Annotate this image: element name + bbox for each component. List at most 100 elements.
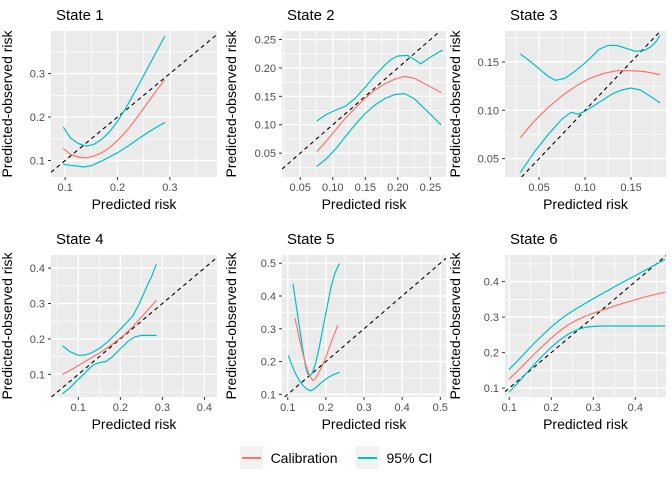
y-tick-label: 0.5 bbox=[261, 258, 276, 270]
x-tick-label: 0.20 bbox=[387, 182, 408, 194]
x-tick-label: 0.4 bbox=[197, 402, 212, 414]
ci-lower-line bbox=[287, 355, 340, 392]
x-tick-label: 0.2 bbox=[110, 182, 125, 194]
subplot-title: State 4 bbox=[56, 231, 104, 248]
subplot-title: State 6 bbox=[510, 231, 558, 248]
x-tick-label: 0.05 bbox=[528, 182, 549, 194]
x-tick-label: 0.15 bbox=[620, 182, 641, 194]
x-tick-label: 0.2 bbox=[544, 402, 559, 414]
subplot-state-3: 0.05 0.10 0.15 0.05 0.10 0.15 State 3 Predicted… bbox=[447, 0, 672, 225]
y-tick-label: 0.05 bbox=[255, 148, 276, 160]
state-6-chart: 0.1 0.2 0.3 0.4 0.1 0.2 0.3 0.4 State 6 Predicted… bbox=[447, 231, 666, 432]
y-tick-label: 0.1 bbox=[30, 155, 45, 167]
ci-lower-line bbox=[316, 92, 442, 167]
subplot-state-1: 0.1 0.2 0.3 0.1 0.2 0.3 State 1 Predicted risk P… bbox=[0, 0, 224, 225]
subplot-title: State 2 bbox=[287, 7, 335, 24]
calibration-line bbox=[508, 291, 666, 380]
legend-label-calibration: Calibration bbox=[270, 449, 338, 466]
ci-line-sample bbox=[357, 456, 377, 459]
legend-item-ci: 95% CI bbox=[355, 446, 433, 469]
y-axis-title: Predicted-observed risk bbox=[224, 29, 239, 177]
y-tick-label: 0.1 bbox=[261, 389, 276, 401]
ci-lower-line bbox=[62, 334, 157, 395]
ci-upper-line bbox=[62, 263, 157, 356]
calibration-line bbox=[294, 317, 339, 381]
identity-line bbox=[284, 257, 446, 397]
subplot-title: State 3 bbox=[510, 7, 558, 24]
legend-label-ci: 95% CI bbox=[386, 449, 433, 466]
subplot-state-6: 0.1 0.2 0.3 0.4 0.1 0.2 0.3 0.4 State 6 Predicted… bbox=[447, 220, 672, 440]
legend-item-calibration: Calibration bbox=[239, 446, 338, 469]
x-axis-title: Predicted risk bbox=[543, 196, 629, 212]
state-5-chart: 0.1 0.2 0.3 0.4 0.5 0.1 0.2 0.3 0.4 0.5 State 5 Pre… bbox=[223, 231, 448, 432]
state-3-chart: 0.05 0.10 0.15 0.05 0.10 0.15 State 3 Predicted… bbox=[447, 7, 666, 212]
identity-line bbox=[505, 255, 666, 393]
y-tick-label: 0.3 bbox=[261, 324, 276, 336]
y-tick-label: 0.4 bbox=[30, 263, 45, 275]
ci-upper-line bbox=[519, 35, 661, 81]
subplot-title: State 5 bbox=[287, 231, 335, 248]
y-axis-title: Predicted-observed risk bbox=[0, 29, 15, 177]
calibration-line-sample bbox=[241, 456, 261, 459]
identity-line bbox=[282, 31, 441, 170]
identity-line bbox=[521, 31, 661, 177]
subplot-state-5: 0.1 0.2 0.3 0.4 0.5 0.1 0.2 0.3 0.4 0.5 State 5 Pre… bbox=[223, 220, 448, 440]
y-axis-title: Predicted-observed risk bbox=[0, 251, 15, 399]
subplot-state-4: 0.1 0.2 0.3 0.4 0.1 0.2 0.3 0.4 State 4 Predicted… bbox=[0, 220, 224, 440]
y-axis-title: Predicted-observed risk bbox=[448, 29, 463, 177]
panel-background bbox=[282, 31, 446, 177]
y-tick-label: 0.1 bbox=[484, 383, 499, 395]
y-tick-label: 0.2 bbox=[30, 112, 45, 124]
x-tick-label: 0.2 bbox=[113, 402, 128, 414]
y-tick-label: 0.3 bbox=[484, 312, 499, 324]
calibration-line bbox=[62, 300, 157, 375]
subplot-title: State 1 bbox=[56, 7, 104, 24]
calibration-line bbox=[316, 75, 442, 152]
y-tick-label: 0.15 bbox=[255, 91, 276, 103]
ci-lower-line bbox=[62, 122, 166, 168]
x-tick-label: 0.10 bbox=[574, 182, 595, 194]
x-axis-title: Predicted risk bbox=[322, 196, 408, 212]
x-tick-label: 0.5 bbox=[433, 402, 448, 414]
legend-key-calibration bbox=[239, 446, 263, 469]
y-tick-label: 0.15 bbox=[478, 57, 499, 69]
x-tick-label: 0.10 bbox=[322, 182, 343, 194]
x-tick-label: 0.3 bbox=[356, 402, 371, 414]
ci-upper-line bbox=[292, 263, 340, 377]
x-tick-label: 0.4 bbox=[628, 402, 643, 414]
state-2-chart: 0.05 0.10 0.15 0.20 0.25 0.05 0.10 0.15 0.20 0.25… bbox=[223, 7, 446, 212]
identity-line bbox=[51, 34, 217, 173]
x-tick-label: 0.15 bbox=[355, 182, 376, 194]
x-axis-title: Predicted risk bbox=[543, 416, 629, 432]
legend-key-ci bbox=[355, 446, 379, 469]
x-tick-label: 0.3 bbox=[586, 402, 601, 414]
x-axis-title: Predicted risk bbox=[92, 416, 178, 432]
y-axis-title: Predicted-observed risk bbox=[448, 251, 463, 399]
x-tick-label: 0.3 bbox=[162, 182, 177, 194]
x-axis-title: Predicted risk bbox=[322, 416, 408, 432]
y-tick-label: 0.1 bbox=[30, 369, 45, 381]
x-tick-label: 0.05 bbox=[290, 182, 311, 194]
calibration-line bbox=[62, 79, 166, 159]
ci-upper-line bbox=[62, 35, 166, 147]
y-tick-label: 0.3 bbox=[30, 69, 45, 81]
x-tick-label: 0.4 bbox=[394, 402, 409, 414]
y-axis-title: Predicted-observed risk bbox=[224, 251, 239, 399]
y-tick-label: 0.3 bbox=[30, 299, 45, 311]
y-tick-label: 0.25 bbox=[255, 35, 276, 47]
y-tick-label: 0.4 bbox=[484, 277, 499, 289]
y-tick-label: 0.4 bbox=[261, 291, 276, 303]
y-tick-label: 0.2 bbox=[484, 348, 499, 360]
state-4-chart: 0.1 0.2 0.3 0.4 0.1 0.2 0.3 0.4 State 4 Predicted… bbox=[0, 231, 217, 432]
x-tick-label: 0.1 bbox=[280, 402, 295, 414]
y-tick-label: 0.10 bbox=[478, 105, 499, 117]
state-1-chart: 0.1 0.2 0.3 0.1 0.2 0.3 State 1 Predicted risk P… bbox=[0, 7, 217, 212]
legend: Calibration 95% CI bbox=[0, 435, 672, 480]
x-tick-label: 0.2 bbox=[318, 402, 333, 414]
y-tick-label: 0.2 bbox=[30, 334, 45, 346]
ci-upper-line bbox=[508, 258, 666, 370]
x-axis-title: Predicted risk bbox=[92, 196, 178, 212]
ci-lower-line bbox=[519, 87, 661, 173]
x-tick-label: 0.3 bbox=[155, 402, 170, 414]
